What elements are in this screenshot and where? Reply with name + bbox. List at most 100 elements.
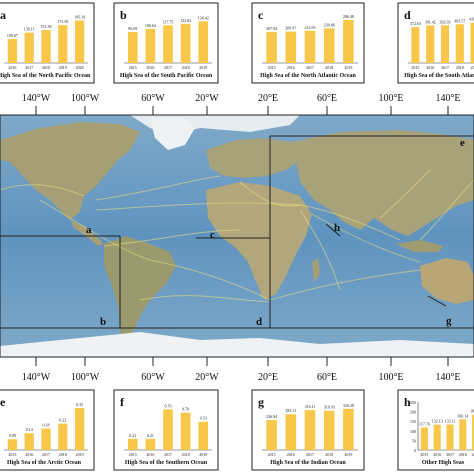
inset-value-label-a-1: 139.11 (24, 27, 35, 32)
inset-letter-d: d (404, 8, 411, 22)
inset-bar-a-2 (41, 29, 51, 64)
inset-value-label-h-2: 133.11 (445, 418, 456, 423)
inset-bar-g-0 (266, 420, 277, 450)
inset-bar-e-4 (74, 408, 85, 450)
map-frame (0, 114, 474, 358)
lon-label-top-6: 100°E (378, 93, 403, 104)
inset-value-label-d-3: 403.57 (454, 18, 465, 23)
inset-bar-g-1 (285, 414, 297, 450)
inset-bar-h-4 (472, 414, 474, 450)
inset-value-label-b-0: 96.69 (128, 26, 137, 31)
map-letter-h: h (334, 222, 340, 234)
inset-bar-a-3 (58, 25, 68, 63)
inset-letter-h: h (404, 395, 411, 409)
inset-bar-a-0 (7, 39, 18, 63)
inset-value-label-d-0: 372.63 (410, 21, 421, 26)
inset-bar-b-3 (180, 23, 191, 63)
inset-value-label-h-4: 184.13 (470, 409, 474, 414)
inset-category-e-1: 2016 (25, 452, 33, 457)
inset-bar-f-4 (198, 421, 209, 450)
inset-category-g-3: 2018 (325, 452, 333, 457)
inset-category-g-0: 2015 (268, 452, 276, 457)
inset-category-d-0: 2015 (411, 65, 419, 70)
inset-letter-g: g (258, 395, 264, 409)
inset-category-f-1: 2016 (146, 452, 154, 457)
inset-category-c-2: 2017 (306, 65, 314, 70)
inset-category-g-2: 2017 (306, 452, 314, 457)
inset-value-label-f-4: 0.53 (200, 416, 207, 421)
inset-category-a-1: 2017 (25, 65, 33, 70)
inset-value-label-d-4: 420.10 (469, 17, 474, 22)
inset-category-c-4: 2019 (344, 65, 352, 70)
inset-category-g-4: 2019 (344, 452, 352, 457)
inset-bar-b-1 (145, 28, 156, 64)
inset-bar-e-2 (41, 428, 51, 450)
indonesia (396, 240, 444, 252)
high-sea-boundaries (0, 135, 474, 329)
inset-category-f-4: 2019 (199, 452, 207, 457)
lon-label-bottom-3: 20°W (195, 372, 219, 383)
lon-label-bottom-6: 100°E (378, 372, 403, 383)
inset-title-f: High Sea of the Southern Ocean (125, 460, 208, 466)
lon-label-top-4: 20°E (258, 93, 278, 104)
inset-value-label-c-0: 207.94 (266, 26, 277, 31)
inset-ytick-h-0: 0 (414, 448, 416, 453)
asia (292, 130, 474, 236)
inset-bar-e-1 (24, 433, 34, 450)
inset-ytick-h-1: 50 (412, 438, 416, 443)
inset-value-label-b-4: 130.42 (198, 15, 209, 20)
world-map (0, 115, 474, 357)
inset-bar-h-0 (420, 427, 428, 450)
lon-label-top-2: 60°W (141, 93, 165, 104)
inset-value-label-e-3: 0.22 (59, 418, 66, 423)
inset-value-label-a-0: 109.67 (7, 33, 18, 38)
inset-bar-e-0 (7, 439, 18, 450)
inset-value-label-c-3: 230.86 (324, 22, 335, 27)
inset-category-e-0: 2015 (8, 452, 16, 457)
inset-category-d-4: 2019 (471, 65, 474, 70)
inset-category-f-0: 2015 (129, 452, 137, 457)
inset-category-h-1: 2016 (433, 452, 441, 457)
inset-category-e-3: 2018 (59, 452, 67, 457)
inset-bar-f-1 (145, 438, 156, 450)
longitude-axis-top: 140°W 100°W 60°W 20°W 20°E 60°E 100°E 14… (22, 93, 461, 104)
inset-bar-g-2 (304, 410, 316, 450)
inset-category-a-4: 2020 (76, 65, 84, 70)
inset-title-c: High Sea of the North Atlantic Ocean (260, 73, 356, 79)
inset-chart-f: f 0.21 2015 0.21 2016 0.76 2017 0.70 2018 0.53 201… (113, 389, 219, 471)
south-america (104, 236, 176, 344)
inset-category-d-3: 2018 (456, 65, 464, 70)
inset-bar-d-4 (470, 22, 474, 63)
inset-bar-c-1 (285, 31, 297, 63)
inset-value-label-g-3: 310.93 (324, 405, 335, 410)
inset-value-label-f-3: 0.70 (182, 407, 189, 412)
inset-bar-d-3 (455, 24, 464, 64)
inset-category-a-3: 2019 (59, 65, 67, 70)
inset-category-d-1: 2016 (426, 65, 434, 70)
inset-category-g-1: 2016 (287, 452, 295, 457)
map-letter-labels: a b c d e g h (86, 137, 465, 328)
inset-value-label-a-2: 151.38 (41, 24, 52, 29)
inset-category-h-2: 2017 (446, 452, 454, 457)
map-letter-e: e (460, 137, 465, 149)
inset-value-label-c-2: 214.93 (305, 25, 316, 30)
inset-category-h-0: 2015 (420, 452, 428, 457)
north-america (0, 122, 140, 220)
inset-bar-c-3 (323, 28, 335, 63)
lon-label-top-3: 20°W (195, 93, 219, 104)
inset-category-b-1: 2016 (146, 65, 154, 70)
inset-value-label-c-1: 209.97 (285, 26, 296, 31)
inset-title-b: High Sea of the South Pacific Ocean (120, 73, 213, 79)
inset-letter-c: c (258, 8, 264, 22)
inset-bar-e-3 (58, 423, 68, 450)
inset-value-label-b-1: 106.64 (145, 23, 156, 28)
inset-letter-b: b (120, 8, 127, 22)
inset-bar-d-1 (426, 25, 435, 63)
inset-category-c-3: 2018 (325, 65, 333, 70)
inset-letter-e: e (0, 395, 6, 409)
inset-chart-b: b96.69 2015 106.64 2016 117.75 2017 122.63 2018… (113, 2, 219, 84)
greenland (150, 118, 195, 150)
inset-value-label-c-4: 286.48 (343, 14, 354, 19)
europe (206, 138, 300, 178)
